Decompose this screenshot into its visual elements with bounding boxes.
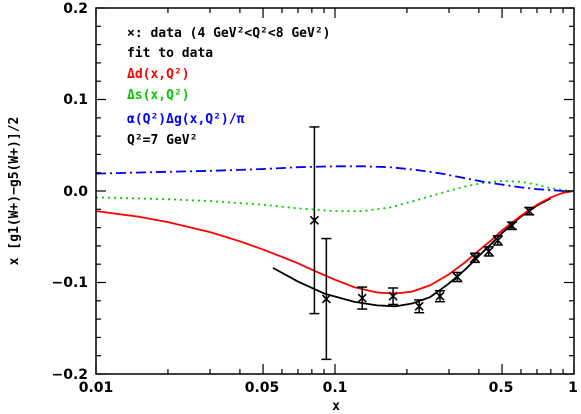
data-point xyxy=(388,291,398,301)
y-tick-label: 0.1 xyxy=(63,92,88,108)
data-point xyxy=(493,235,503,245)
data-point xyxy=(309,215,319,225)
y-axis-title: x [g1(W+)−g5(W+)]/2 xyxy=(7,117,22,266)
legend-q2: Q²=7 GeV² xyxy=(127,133,197,148)
y-tick-label: 0.2 xyxy=(63,1,88,17)
x-tick-label: 0.05 xyxy=(245,380,280,396)
x-tick-label: 1 xyxy=(568,380,578,396)
y-tick-label: −0.1 xyxy=(51,275,88,291)
legend: ×: data (4 GeV²<Q²<8 GeV²) fit to data Δ… xyxy=(127,26,331,148)
y-tick-label: −0.2 xyxy=(51,367,88,383)
axis-ticks xyxy=(95,7,575,375)
data-point xyxy=(470,253,480,263)
x-axis-title: x xyxy=(332,399,340,414)
data-point xyxy=(507,221,517,231)
y-tick-label: 0.0 xyxy=(63,184,88,200)
data-point xyxy=(484,246,494,256)
legend-data: ×: data (4 GeV²<Q²<8 GeV²) xyxy=(127,26,331,41)
legend-delta-g: α(Q²)Δg(x,Q²)/π xyxy=(127,112,245,127)
data-point xyxy=(414,301,424,311)
legend-fit: fit to data xyxy=(127,46,213,61)
data-point xyxy=(524,206,534,216)
x-tick-label: 0.1 xyxy=(323,380,348,396)
data-point xyxy=(435,291,445,301)
data-point xyxy=(321,294,331,304)
data-points xyxy=(309,126,535,361)
x-tick-label: 0.5 xyxy=(489,380,514,396)
delta-g-curve xyxy=(95,165,574,192)
legend-delta-d: Δd(x,Q²) xyxy=(127,67,190,82)
data-point xyxy=(357,293,367,303)
legend-delta-s: Δs(x,Q²) xyxy=(127,88,190,103)
data-point xyxy=(452,272,462,282)
x-tick-label: 0.01 xyxy=(79,380,114,396)
